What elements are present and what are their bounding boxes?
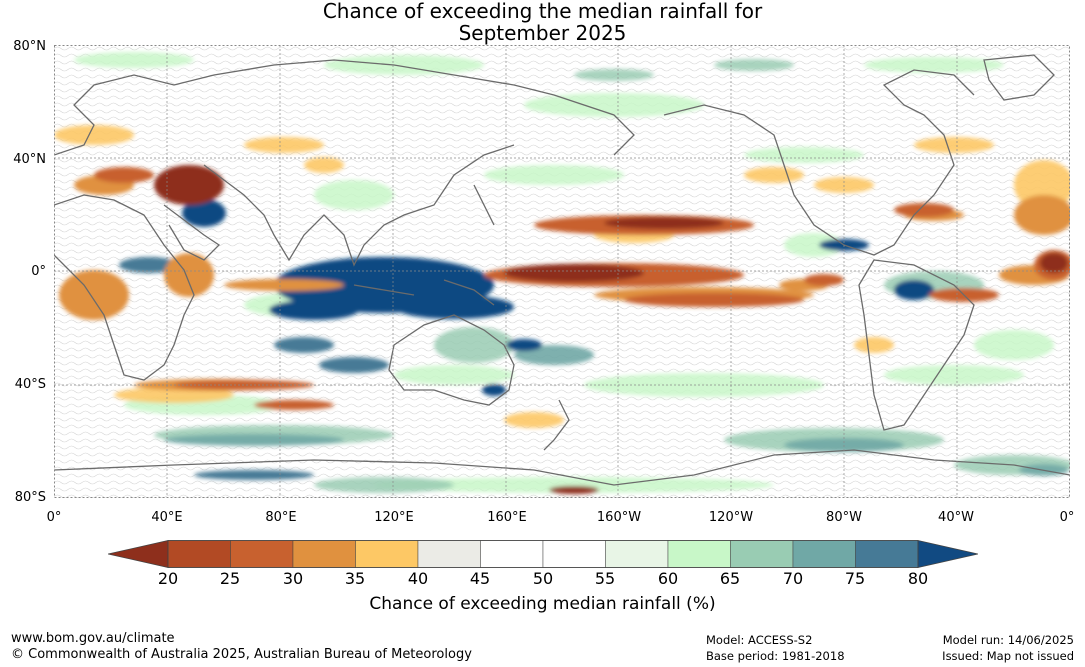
probability-field [54, 52, 1070, 494]
lon-label-80w: 80°W [826, 510, 862, 525]
lat-label-80n: 80°N [13, 39, 46, 54]
lat-label-40n: 40°N [13, 152, 46, 167]
lat-label-80s: 80°S [14, 490, 46, 505]
colorbar-tick-label: 45 [469, 569, 491, 588]
lon-label-120e: 120°E [374, 510, 414, 525]
colorbar-segment [167, 540, 231, 568]
lat-label-0: 0° [31, 264, 46, 279]
colorbar-extend-low [108, 540, 169, 568]
footer-url[interactable]: www.bom.gov.au/climate [11, 631, 175, 646]
map-title-line1: Chance of exceeding the median rainfall … [322, 0, 763, 23]
colorbar-segment [292, 540, 356, 568]
colorbar-tick-label: 50 [532, 569, 554, 588]
lon-label-40e: 40°E [151, 510, 183, 525]
footer-base-period: Base period: 1981-2018 [706, 649, 845, 663]
lat-label-40s: 40°S [14, 377, 46, 392]
graticule [54, 45, 1070, 498]
colorbar-tick-label: 55 [594, 569, 616, 588]
colorbar-segment [355, 540, 419, 568]
colorbar-segment [605, 540, 669, 568]
lon-label-0-left: 0° [46, 510, 62, 525]
band-70-75-dark [119, 257, 389, 480]
map-frame [54, 45, 1070, 498]
lon-label-40w: 40°W [938, 510, 974, 525]
footer-issued: Issued: Map not issued [942, 649, 1074, 663]
colorbar-title: Chance of exceeding median rainfall (%) [369, 594, 716, 614]
colorbar-segment [230, 540, 294, 568]
footer-copyright: © Commonwealth of Australia 2025, Austra… [11, 647, 472, 662]
lon-label-160w: 160°W [596, 510, 642, 525]
colorbar-tick-label: 70 [782, 569, 804, 588]
lon-label-0-right: 0° [1059, 510, 1075, 525]
colorbar-tick-label: 30 [282, 569, 304, 588]
colorbar-segment [730, 540, 794, 568]
colorbar-segment [792, 540, 856, 568]
colorbar-segment [417, 540, 481, 568]
colorbar-tick-label: 75 [844, 569, 866, 588]
footer-model-run: Model run: 14/06/2025 [942, 633, 1074, 647]
band-60-65 [74, 52, 1054, 493]
colorbar-tick-label: 40 [407, 569, 429, 588]
colorbar-segment [667, 540, 731, 568]
colorbar-segment [480, 540, 544, 568]
colorbar-extend-high [917, 540, 978, 568]
colorbar-tick-label: 60 [657, 569, 679, 588]
colorbar-segment [542, 540, 606, 568]
coastlines [54, 54, 1070, 486]
footer-model: Model: ACCESS-S2 [706, 633, 813, 647]
colorbar-tick-label: 20 [157, 569, 179, 588]
lon-label-160e: 160°E [487, 510, 527, 525]
colorbar-tick-label: 65 [719, 569, 741, 588]
colorbar-tick-label: 35 [344, 569, 366, 588]
colorbar [108, 540, 978, 568]
colorbar-segment [855, 540, 919, 568]
band-35-40 [54, 125, 1070, 428]
band-20-25 [154, 165, 1068, 494]
rainfall-probability-map [54, 45, 1070, 498]
colorbar-outline [167, 540, 919, 568]
colorbar-segments [108, 540, 978, 568]
lon-label-120w: 120°W [708, 510, 754, 525]
colorbar-tick-label: 25 [219, 569, 241, 588]
colorbar-tick-label: 80 [907, 569, 929, 588]
map-title-line2: September 2025 [458, 21, 627, 45]
lon-label-80e: 80°E [265, 510, 297, 525]
